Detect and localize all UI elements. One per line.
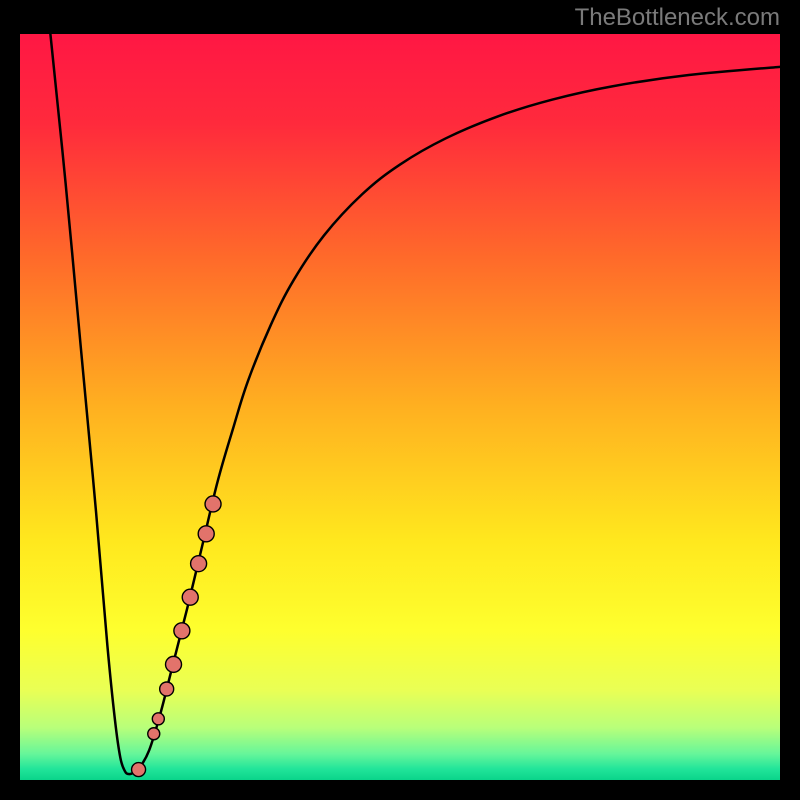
chart-marker — [205, 496, 221, 512]
chart-marker — [198, 526, 214, 542]
chart-marker — [174, 623, 190, 639]
chart-marker — [152, 713, 164, 725]
watermark-text: TheBottleneck.com — [575, 4, 780, 32]
chart-marker — [148, 728, 160, 740]
chart-marker — [160, 682, 174, 696]
chart-marker — [191, 556, 207, 572]
chart-marker — [132, 763, 146, 777]
chart-svg — [20, 34, 780, 780]
chart-marker — [182, 589, 198, 605]
chart-gradient-background — [20, 34, 780, 780]
chart-plot-area — [20, 34, 780, 780]
chart-marker — [166, 656, 182, 672]
